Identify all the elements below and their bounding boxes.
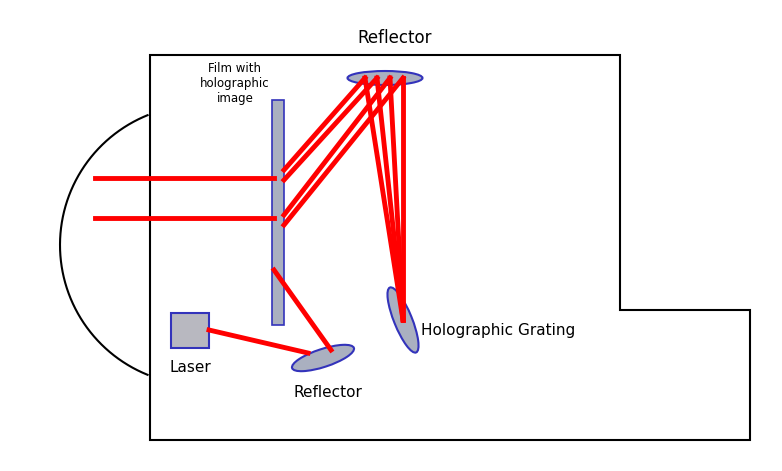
Text: Film with
holographic
image: Film with holographic image (200, 62, 270, 105)
Text: Reflector: Reflector (293, 385, 362, 400)
Bar (171, 312, 209, 348)
Text: Reflector: Reflector (357, 29, 432, 47)
Text: Holographic Grating: Holographic Grating (421, 323, 576, 338)
Text: Laser: Laser (169, 360, 211, 375)
Ellipse shape (292, 345, 354, 371)
Ellipse shape (387, 287, 418, 353)
Ellipse shape (347, 71, 422, 85)
Bar (272, 100, 284, 325)
